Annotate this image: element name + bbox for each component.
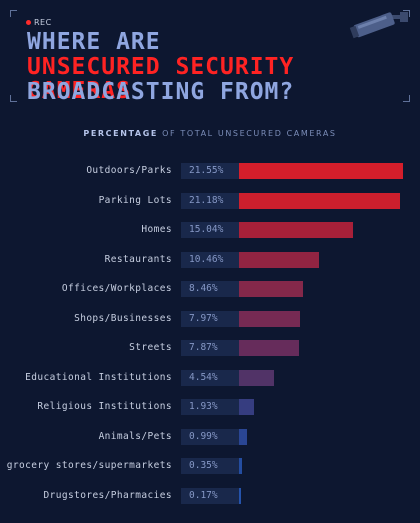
bar [239,222,354,238]
bar-row: Animals/Pets 0.99% [0,428,420,445]
category-label: Outdoors/Parks [86,165,172,176]
category-label: Shops/Businesses [74,312,172,324]
value-label: 8.46% [181,281,239,297]
bar-row: Restaurants 10.46% [0,251,420,268]
value-label: 15.04% [181,222,239,238]
category-label: Restaurants [104,253,172,265]
title-line-1: Where are [27,29,161,55]
subtitle-rest: of total unsecured cameras [162,129,337,138]
bar-row: Parking Lots 21.18% [0,192,420,209]
bar [239,369,274,386]
category-label: Homes [141,224,172,235]
bar [239,310,300,327]
title-line-2: unsecured security cameras [27,54,295,104]
frame-corner [10,10,17,17]
category-label: Drugstores/Pharmacies [43,489,172,501]
value-label: 10.46% [181,251,239,268]
bar-row: Drugstores/Pharmacies 0.17% [0,487,420,504]
bar [239,399,254,415]
bar-row: grocery stores/supermarkets 0.35% [0,458,420,474]
frame-corner [10,95,17,102]
value-label: 0.17% [181,487,239,504]
bar [239,281,304,297]
category-label: Educational Institutions [25,371,172,383]
chart-subtitle: Percentage of total unsecured cameras [0,129,420,138]
title-frame: REC Where are unsecured security cameras… [10,10,410,105]
bar [239,163,403,179]
value-label: 0.99% [181,428,239,445]
bar-row: Streets 7.87% [0,340,420,356]
bar-row: Outdoors/Parks 21.55% [0,163,420,179]
bar-row: Shops/Businesses 7.97% [0,310,420,327]
category-label: Streets [129,342,172,353]
bar-row: Educational Institutions 4.54% [0,369,420,386]
title-line-3: broadcasting from? [27,79,295,105]
bar [239,251,319,268]
bar [239,428,247,445]
value-label: 21.55% [181,163,239,179]
value-label: 1.93% [181,399,239,415]
category-label: grocery stores/supermarkets [6,460,172,471]
category-label: Religious Institutions [37,401,172,412]
category-label: Parking Lots [98,194,172,206]
value-label: 0.35% [181,458,239,474]
frame-corner [403,10,410,17]
value-label: 21.18% [181,192,239,209]
bar-row: Offices/Workplaces 8.46% [0,281,420,297]
category-label: Animals/Pets [98,430,172,442]
bar-row: Homes 15.04% [0,222,420,238]
rec-label: REC [34,18,52,27]
rec-indicator: REC [26,18,52,27]
value-label: 7.97% [181,310,239,327]
bar [239,340,299,356]
bar [239,458,242,474]
frame-corner [403,95,410,102]
subtitle-emphasis: Percentage [83,129,158,138]
bar-row: Religious Institutions 1.93% [0,399,420,415]
bar [239,192,401,209]
bar [239,487,241,504]
category-label: Offices/Workplaces [61,283,172,294]
value-label: 4.54% [181,369,239,386]
security-camera-icon [349,12,408,39]
value-label: 7.87% [181,340,239,356]
record-dot-icon [26,20,31,25]
